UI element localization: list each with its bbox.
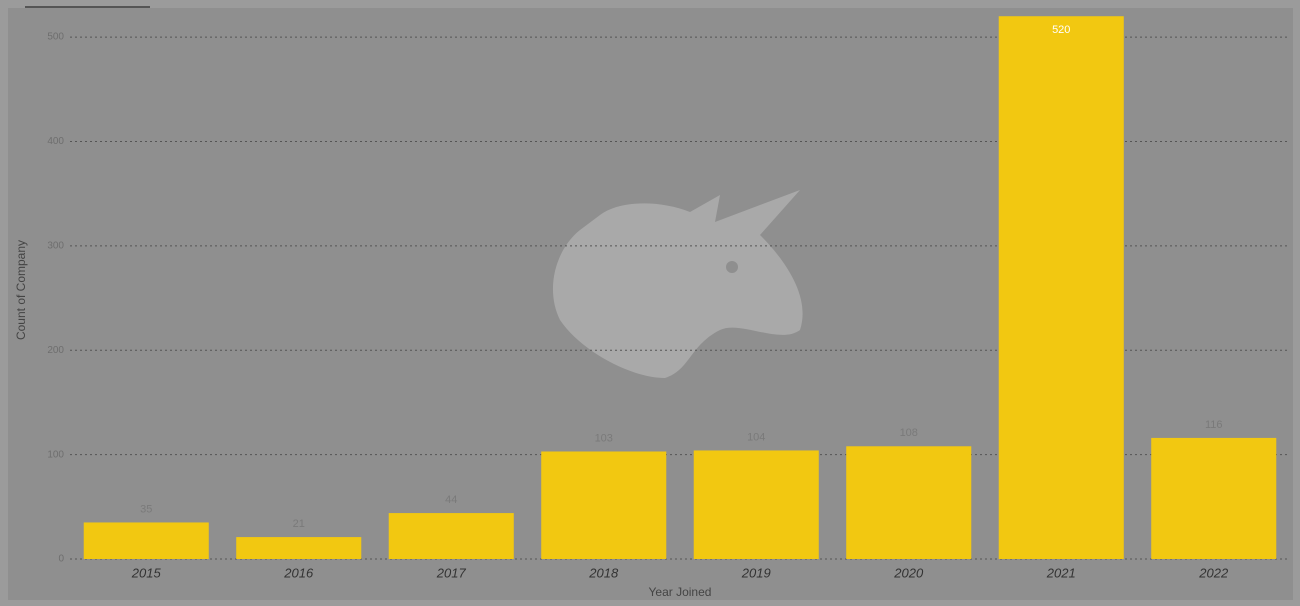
unicorn-eye — [726, 261, 738, 273]
bar — [998, 16, 1124, 559]
value-label: 103 — [595, 432, 613, 444]
unicorn-watermark — [552, 190, 803, 378]
bar — [1151, 437, 1277, 559]
y-axis-title: Count of Company — [14, 240, 28, 340]
bar — [83, 522, 209, 559]
y-tick-label: 100 — [47, 449, 64, 460]
y-tick-label: 500 — [47, 32, 64, 43]
value-label: 108 — [900, 427, 918, 439]
bar — [388, 513, 514, 559]
y-tick-label: 0 — [58, 554, 64, 565]
y-tick-label: 300 — [47, 240, 64, 251]
x-tick-label: 2017 — [436, 565, 467, 580]
value-label: 21 — [293, 518, 305, 530]
value-label: 520 — [1052, 24, 1070, 36]
x-tick-label: 2021 — [1046, 565, 1076, 580]
y-tick-label: 400 — [47, 136, 64, 147]
value-label: 116 — [1205, 419, 1223, 431]
value-label: 44 — [445, 494, 457, 506]
x-tick-label: 2015 — [131, 565, 162, 580]
bar — [693, 450, 819, 559]
x-tick-label: 2020 — [893, 565, 924, 580]
x-axis-title: Year Joined — [649, 585, 712, 599]
y-tick-label: 200 — [47, 345, 64, 356]
value-label: 35 — [140, 503, 152, 515]
x-tick-label: 2018 — [588, 565, 619, 580]
x-tick-label: 2019 — [741, 565, 771, 580]
bar — [846, 446, 972, 559]
bar — [541, 451, 667, 559]
x-tick-label: 2016 — [283, 565, 314, 580]
bar — [236, 537, 362, 559]
value-label: 104 — [747, 431, 765, 443]
x-tick-label: 2022 — [1198, 565, 1229, 580]
